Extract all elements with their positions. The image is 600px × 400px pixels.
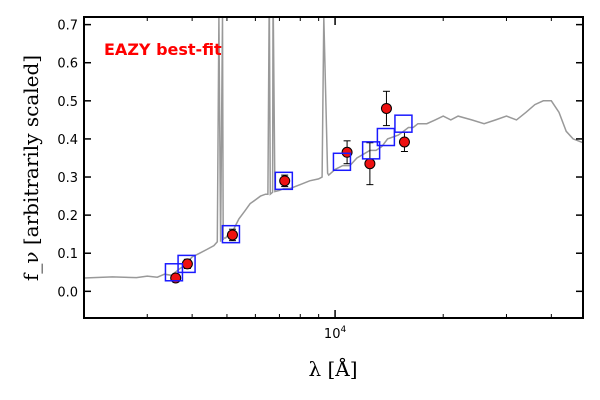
template-layer [83, 16, 584, 279]
annotation-label: EAZY best-fit [104, 40, 222, 59]
y-tick-label: 0.4 [57, 133, 78, 148]
model-square [361, 141, 381, 160]
model-square [221, 224, 241, 244]
observed-point [341, 146, 353, 158]
model-square [332, 152, 352, 172]
template-spectrum-line [83, 16, 584, 279]
y-tick-label: 0.3 [57, 171, 78, 186]
model-square [274, 171, 294, 191]
observed-point [364, 158, 376, 170]
plot-area [83, 16, 584, 318]
axis-ticks: 0.0 0.1 0.2 0.3 0.4 0.5 0.6 0.7 104 [57, 17, 583, 342]
observed-points [170, 102, 410, 284]
plot-frame [83, 16, 584, 319]
model-square [376, 127, 396, 147]
y-tick-label: 0.1 [57, 247, 78, 262]
y-tick-label: 0.0 [57, 285, 78, 300]
y-tick-label: 0.7 [57, 19, 78, 34]
x-tick-exponent: 4 [340, 325, 346, 335]
observed-point [181, 258, 193, 270]
y-tick-label: 0.2 [57, 209, 78, 224]
y-axis-label: f_ν [arbitrarily scaled] [19, 55, 43, 281]
x-axis-label: λ [Å] [308, 356, 357, 381]
model-square [394, 114, 413, 133]
observed-point [279, 175, 291, 187]
observed-point [380, 102, 392, 114]
x-tick-label: 104 [324, 325, 347, 342]
y-tick-label: 0.6 [57, 57, 78, 72]
model-squares [164, 114, 413, 282]
observed-point [398, 136, 410, 148]
observed-point [226, 229, 238, 241]
model-square [177, 254, 196, 274]
y-tick-label: 0.5 [57, 95, 78, 110]
